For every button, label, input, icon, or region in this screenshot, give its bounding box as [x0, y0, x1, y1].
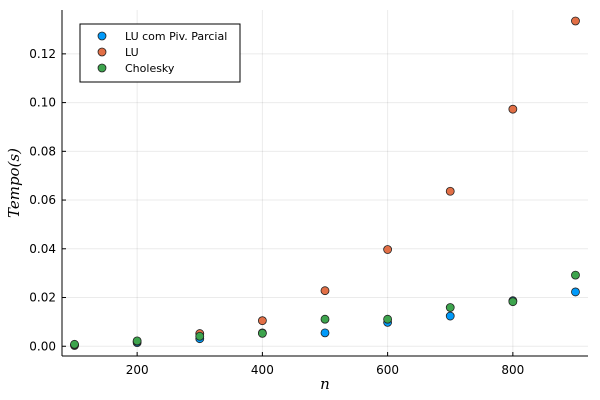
data-point-3	[508, 297, 518, 307]
x-tick-label: 600	[376, 363, 399, 377]
data-point-3	[383, 314, 393, 324]
y-tick-label: 0.12	[29, 47, 56, 61]
data-point-2	[571, 16, 580, 26]
data-point-3	[571, 270, 580, 280]
data-point-3	[320, 314, 330, 324]
plot-frame	[61, 10, 588, 357]
legend-box	[79, 23, 241, 83]
y-tick-label: 0.02	[29, 291, 56, 305]
data-point-1	[571, 287, 580, 297]
x-tick-label: 200	[126, 363, 149, 377]
tick-labels: 200 400 600 800 0.00 0.02 0.04 0.06 0.08 0.10 0.12	[29, 47, 524, 377]
y-axis-label: Tempo(s)	[5, 148, 23, 218]
y-tick-label: 0.06	[29, 193, 56, 207]
data-point-3	[70, 339, 79, 349]
legend-entry: LU com Piv. Parcial	[125, 30, 227, 43]
legend-entry: Cholesky	[125, 62, 175, 75]
data-point-2	[383, 245, 393, 254]
data-point-2	[257, 316, 267, 326]
data-points	[70, 16, 580, 350]
y-tick-label: 0.04	[29, 242, 56, 256]
data-point-2	[508, 104, 518, 114]
data-point-2	[445, 186, 455, 196]
data-point-3	[445, 303, 455, 312]
legend-entry: LU	[125, 46, 139, 59]
legend: LU com Piv. Parcial LU Cholesky	[79, 23, 241, 83]
data-point-2	[320, 286, 330, 296]
x-tick-label: 800	[501, 363, 524, 377]
legend-marker	[97, 31, 107, 41]
y-tick-label: 0.10	[29, 96, 56, 110]
data-point-3	[132, 336, 142, 346]
data-point-3	[257, 328, 267, 338]
data-point-1	[320, 328, 330, 338]
legend-marker	[97, 47, 107, 57]
data-point-1	[445, 311, 455, 321]
x-axis-label: n	[320, 375, 330, 393]
data-point-3	[195, 331, 205, 341]
x-tick-label: 400	[251, 363, 274, 377]
y-tick-label: 0.00	[29, 339, 56, 353]
legend-marker	[97, 63, 107, 73]
y-tick-label: 0.08	[29, 144, 56, 158]
